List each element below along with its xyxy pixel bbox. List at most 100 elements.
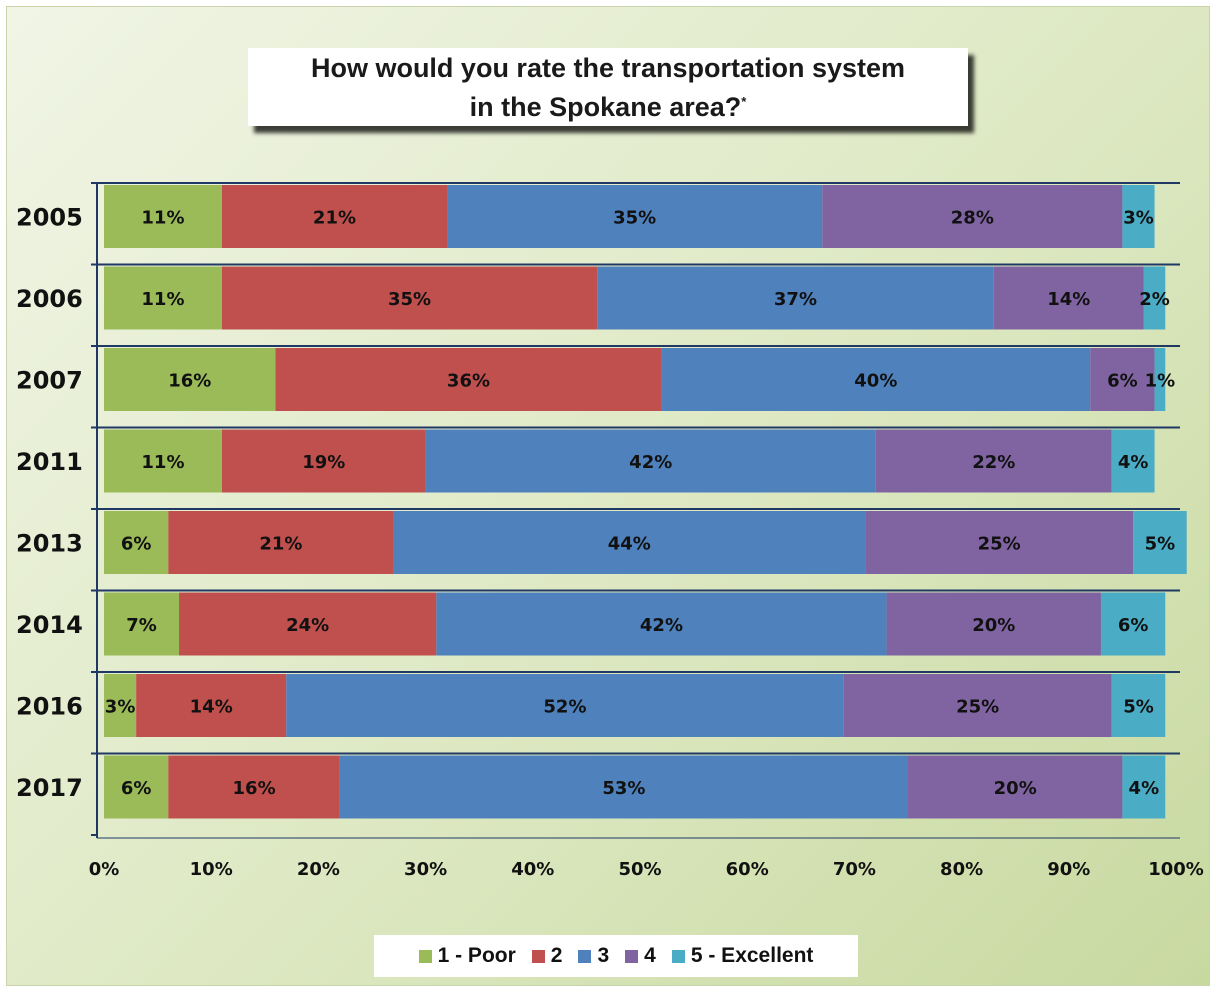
bar-segment (1154, 348, 1166, 411)
bar-data-label: 35% (613, 208, 656, 229)
bar-data-label: 6% (121, 534, 152, 555)
bar-segment (886, 592, 1101, 656)
bar-data-label: 11% (141, 452, 184, 473)
bar-segment (875, 429, 1112, 493)
legend: 1 - Poor 2 3 4 5 - Excellent (374, 935, 858, 977)
chart-title: How would you rate the transportation sy… (248, 48, 968, 126)
bar-segment (843, 674, 1112, 737)
bar-data-label: 37% (774, 289, 817, 310)
year-label: 2017 (16, 774, 83, 802)
bar-segment (661, 348, 1091, 411)
bar-segment (865, 511, 1134, 574)
x-tick-label: 80% (940, 859, 983, 880)
legend-label: 4 (644, 944, 656, 967)
bar-data-label: 19% (302, 452, 345, 473)
bar-segment (221, 185, 448, 248)
bar-segment (136, 674, 287, 737)
bar-data-label: 20% (994, 778, 1037, 799)
x-tick-label: 0% (89, 859, 120, 880)
title-line-2-text: in the Spokane area? (469, 91, 742, 122)
bar-data-label: 3% (105, 697, 136, 718)
bar-data-label: 21% (259, 534, 302, 555)
chart-frame (6, 6, 1210, 986)
bar-segment (425, 429, 876, 493)
x-tick-label: 20% (297, 859, 340, 880)
bar-segment (597, 266, 994, 330)
bar-data-label: 25% (956, 697, 999, 718)
bar-segment (104, 429, 222, 493)
bar-segment (447, 185, 823, 248)
bar-data-label: 35% (388, 289, 431, 310)
bar-data-label: 6% (1107, 371, 1138, 392)
x-tick-label: 40% (511, 859, 554, 880)
bar-data-label: 1% (1145, 371, 1176, 392)
bar-segment (104, 592, 180, 656)
legend-item: 1 - Poor (418, 944, 516, 968)
bar-segment (393, 511, 866, 574)
bar-data-label: 36% (447, 371, 490, 392)
bar-segment (221, 429, 426, 493)
bar-segment (168, 511, 394, 574)
bar-segment (286, 674, 844, 737)
legend-swatch (531, 949, 545, 963)
x-tick-label: 100% (1148, 859, 1204, 880)
bar-data-label: 53% (602, 778, 645, 799)
bar-data-label: 21% (313, 208, 356, 229)
bar-segment (339, 755, 909, 819)
bar-data-label: 6% (1118, 615, 1149, 636)
bar-segment (1111, 674, 1166, 737)
bar-data-label: 7% (126, 615, 157, 636)
bar-segment (104, 511, 169, 574)
bar-segment (1090, 348, 1155, 411)
bar-data-label: 42% (640, 615, 683, 636)
legend-swatch (625, 949, 639, 963)
legend-item: 5 - Excellent (671, 944, 814, 968)
year-label: 2005 (16, 204, 83, 232)
bar-segment (436, 592, 887, 656)
legend-item: 3 (578, 944, 609, 968)
title-line-2: in the Spokane area?* (470, 85, 747, 124)
x-tick-label: 10% (190, 859, 233, 880)
legend-label: 5 - Excellent (690, 944, 814, 967)
bar-segment (908, 755, 1123, 819)
x-tick-label: 90% (1047, 859, 1090, 880)
bar-data-label: 5% (1145, 534, 1176, 555)
bar-data-label: 16% (168, 371, 211, 392)
bar-data-label: 25% (978, 534, 1021, 555)
bar-data-label: 20% (972, 615, 1015, 636)
bar-data-label: 5% (1123, 697, 1154, 718)
bar-segment (1122, 755, 1166, 819)
legend-label: 3 (597, 944, 610, 967)
bar-segment (168, 755, 340, 819)
title-footnote-marker: * (741, 93, 747, 109)
year-label: 2006 (16, 285, 83, 313)
legend-swatch (418, 949, 432, 963)
bar-data-label: 4% (1118, 452, 1149, 473)
year-label: 2016 (16, 693, 83, 721)
bar-data-label: 14% (190, 697, 233, 718)
bar-segment (1122, 185, 1155, 248)
bar-segment (104, 348, 276, 411)
legend-label: 2 (550, 944, 563, 967)
bar-data-label: 2% (1139, 289, 1170, 310)
bar-segment (221, 266, 598, 330)
bar-data-label: 52% (543, 697, 586, 718)
year-label: 2013 (16, 530, 83, 558)
legend-swatch (671, 949, 685, 963)
bar-data-label: 16% (233, 778, 276, 799)
x-tick-label: 60% (726, 859, 769, 880)
bar-segment (104, 266, 222, 330)
bar-segment (104, 185, 222, 248)
bar-segment (275, 348, 662, 411)
legend-item: 2 (531, 944, 563, 968)
year-label: 2014 (16, 611, 83, 639)
legend-label: 1 - Poor (437, 944, 516, 967)
bar-data-label: 44% (608, 534, 651, 555)
bar-segment (1100, 592, 1166, 656)
bar-data-label: 22% (972, 452, 1015, 473)
bar-data-label: 42% (629, 452, 672, 473)
year-label: 2011 (16, 448, 83, 476)
bar-segment (993, 266, 1144, 330)
x-tick-label: 70% (833, 859, 876, 880)
